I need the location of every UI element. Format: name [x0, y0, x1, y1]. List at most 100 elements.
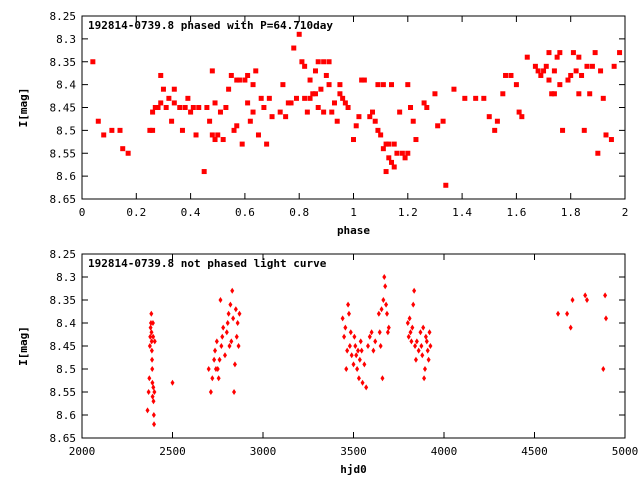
phased-data-point: [163, 105, 169, 110]
phased-data-point: [611, 63, 617, 69]
phased-data-point: [258, 95, 264, 101]
phased-data-point: [345, 105, 351, 110]
phased-data-point: [212, 137, 218, 143]
unphased-data-point: [384, 301, 389, 308]
unphased-data-point: [407, 315, 412, 322]
phased-data-point: [160, 86, 166, 92]
phased-chart-title: 192814-0739.8 phased with P=64.710day: [88, 19, 333, 32]
phased-data-point: [372, 118, 378, 124]
unphased-data-point: [152, 389, 157, 395]
phased-data-point: [557, 82, 563, 88]
phased-data-point: [551, 68, 557, 74]
phased-data-point: [326, 59, 332, 65]
phased-data-point: [383, 141, 389, 147]
phased-data-point: [201, 169, 207, 175]
phased-data-point: [321, 59, 327, 65]
phased-data-point: [250, 82, 256, 88]
unphased-data-point: [424, 338, 429, 345]
phased-data-point: [481, 95, 487, 101]
unphased-data-point: [414, 338, 419, 345]
phased-data-point: [337, 91, 343, 97]
phased-data-point: [394, 150, 400, 156]
phased-plot-frame: [81, 15, 626, 200]
unphased-data-point: [405, 320, 410, 326]
phased-data-point: [608, 137, 614, 143]
unphased-data-point: [422, 375, 427, 382]
phased-data-point: [549, 91, 555, 97]
unphased-data-point: [148, 324, 153, 331]
phased-data-point: [541, 68, 547, 74]
unphased-data-point: [383, 283, 388, 290]
unphased-x-tick-label: 3500: [340, 445, 367, 458]
phased-data-point: [576, 91, 582, 97]
phased-data-point: [413, 137, 419, 143]
unphased-data-point: [151, 412, 156, 418]
unphased-data-point: [150, 393, 155, 400]
phased-data-point: [312, 68, 318, 74]
unphased-x-tick-label: 2000: [69, 445, 96, 458]
phased-data-point: [147, 127, 153, 133]
phased-data-point: [584, 63, 590, 69]
unphased-data-point: [601, 366, 606, 372]
unphased-data-point: [583, 292, 588, 299]
unphased-data-point: [146, 389, 151, 395]
phased-data-point: [543, 63, 549, 69]
phased-data-point: [600, 95, 606, 101]
phased-data-point: [234, 77, 240, 83]
phased-data-point: [109, 127, 115, 133]
phased-data-point: [285, 100, 291, 106]
phased-data-point: [220, 137, 226, 143]
phased-data-point: [579, 72, 585, 78]
phased-data-point: [378, 132, 384, 138]
unphased-data-point: [221, 324, 226, 331]
phased-data-point: [307, 77, 313, 83]
unphased-data-point: [427, 329, 432, 336]
unphased-x-tick-label: 5000: [612, 445, 639, 458]
phased-data-point: [312, 91, 318, 97]
phased-data-point: [209, 68, 215, 74]
phased-data-point: [101, 132, 107, 138]
unphased-y-axis-label: I[mag]: [17, 326, 30, 366]
unphased-data-point: [237, 310, 242, 317]
phased-data-point: [329, 109, 335, 115]
phased-data-point: [421, 100, 427, 106]
unphased-data-point: [423, 333, 428, 340]
phased-data-point: [399, 150, 405, 156]
unphased-data-point: [358, 338, 363, 345]
unphased-data-point: [149, 338, 154, 345]
unphased-data-point: [360, 379, 365, 386]
unphased-y-tick-label: 8.45: [50, 340, 77, 353]
phased-data-point: [532, 63, 538, 69]
unphased-y-tick-label: 8.35: [50, 294, 77, 307]
phased-data-point: [359, 77, 365, 83]
phased-data-point: [473, 95, 479, 101]
phased-data-point: [242, 77, 248, 83]
unphased-data-point: [408, 329, 413, 336]
phased-data-point: [250, 109, 256, 115]
unphased-data-point: [232, 389, 237, 395]
phased-data-point: [375, 82, 381, 88]
unphased-data-point: [355, 366, 360, 372]
unphased-data-point: [568, 324, 573, 331]
unphased-data-point: [214, 338, 219, 345]
phased-data-point: [587, 91, 593, 97]
unphased-plot-frame: [81, 253, 626, 439]
phased-data-point: [380, 82, 386, 88]
unphased-data-point: [230, 287, 235, 294]
phased-data-point: [603, 132, 609, 138]
phased-data-point: [435, 123, 441, 129]
phased-data-point: [432, 91, 438, 97]
phased-data-point: [196, 105, 202, 110]
phased-data-point: [351, 137, 356, 143]
phased-data-point: [337, 82, 343, 88]
unphased-data-point: [377, 329, 382, 336]
phased-data-point: [288, 100, 294, 106]
phased-data-point: [296, 31, 302, 37]
unphased-x-tick-label: 4500: [521, 445, 548, 458]
phased-data-point: [568, 72, 574, 78]
unphased-data-point: [584, 297, 589, 303]
unphased-data-point: [149, 347, 154, 354]
unphased-data-point: [346, 301, 351, 308]
phased-data-point: [375, 127, 381, 133]
phased-y-tick-label: 8.6: [56, 170, 76, 183]
